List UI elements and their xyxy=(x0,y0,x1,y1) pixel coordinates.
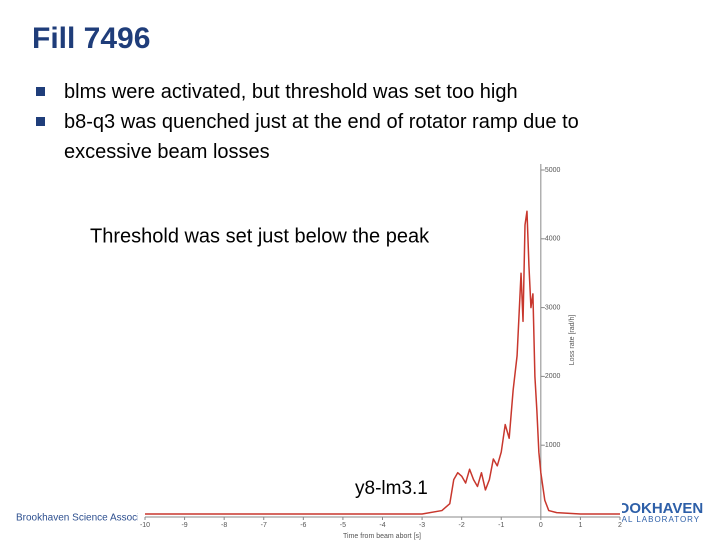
y-tick-label: 1000 xyxy=(545,442,561,449)
x-axis-label: Time from beam abort [s] xyxy=(343,533,421,540)
y-tick-label: 4000 xyxy=(545,236,561,243)
data-line xyxy=(145,210,620,515)
slide-title: Fill 7496 xyxy=(32,22,151,55)
annotation: y8-lm3.1 xyxy=(355,478,428,499)
x-tick-label: -10 xyxy=(140,522,150,529)
x-tick-label: -7 xyxy=(261,522,267,529)
bullet-marker xyxy=(36,117,45,126)
x-tick-label: -5 xyxy=(340,522,346,529)
annotation: Threshold was set just below the peak xyxy=(90,225,430,247)
x-tick-label: -4 xyxy=(379,522,385,529)
logo-text: NATIONAL LABORATORY xyxy=(586,515,700,524)
bullet-marker xyxy=(36,87,45,96)
footer: Brookhaven Science Associates xyxy=(16,513,158,524)
x-tick-label: -3 xyxy=(419,522,425,529)
bullet: b8-q3 was quenched just at the end of ro… xyxy=(64,111,579,163)
x-tick-label: 0 xyxy=(539,522,543,529)
y-tick-label: 3000 xyxy=(545,304,561,311)
x-tick-label: 2 xyxy=(618,522,622,529)
x-tick-label: -8 xyxy=(221,522,227,529)
y-tick-label: 5000 xyxy=(545,167,561,174)
x-tick-label: -9 xyxy=(181,522,187,529)
x-tick-label: -1 xyxy=(498,522,504,529)
bullet: blms were activated, but threshold was s… xyxy=(64,81,518,103)
logo-text: BROOKHAVEN xyxy=(596,500,703,517)
x-tick-label: -2 xyxy=(459,522,465,529)
x-tick-label: -6 xyxy=(300,522,306,529)
y-axis-label: Loss rate [rad/h] xyxy=(569,315,576,366)
y-tick-label: 2000 xyxy=(545,373,561,380)
x-tick-label: 1 xyxy=(578,522,582,529)
